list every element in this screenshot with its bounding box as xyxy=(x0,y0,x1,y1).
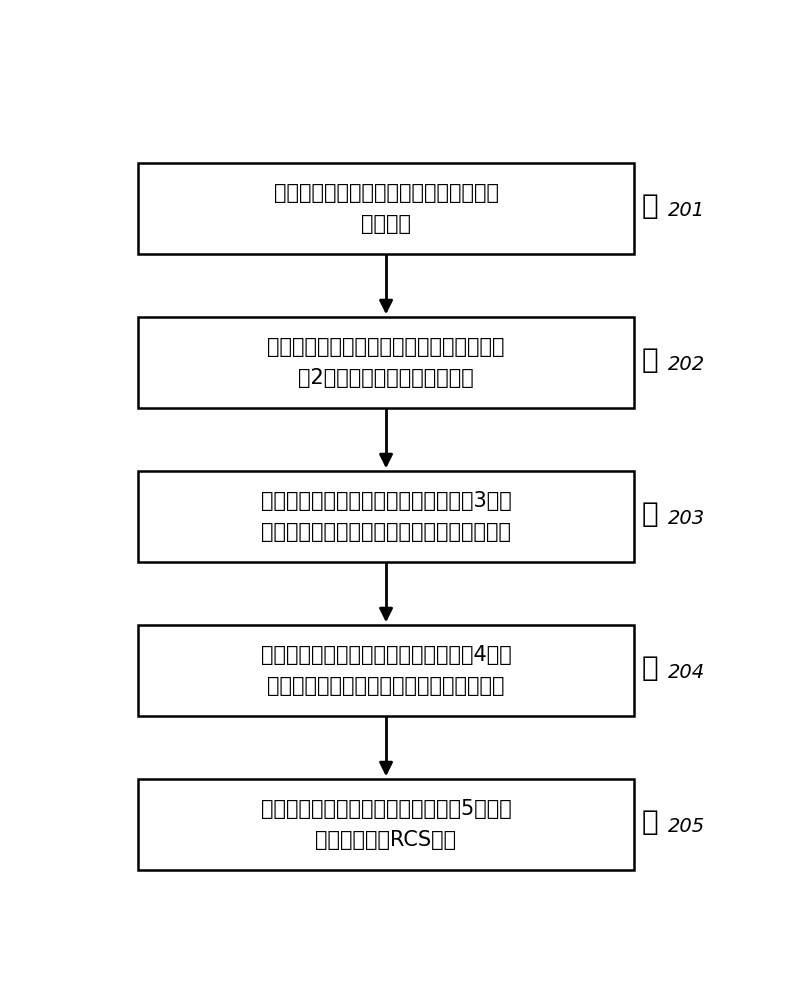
Bar xyxy=(138,625,634,716)
Text: 根据第二近场预处理数据，采用公式（4）获
取雷达目标在第二距离的第二近场散射数据: 根据第二近场预处理数据，采用公式（4）获 取雷达目标在第二距离的第二近场散射数据 xyxy=(261,645,511,696)
Text: ～: ～ xyxy=(642,192,658,220)
Bar xyxy=(138,779,634,870)
Bar xyxy=(138,317,634,408)
Text: ～: ～ xyxy=(642,808,658,836)
Text: 对第一近场散射数据进行预处理，采用公式
（2）获取第一近场预处理数据: 对第一近场散射数据进行预处理，采用公式 （2）获取第一近场预处理数据 xyxy=(267,337,505,388)
Text: ～: ～ xyxy=(642,500,658,528)
Text: 根据第二近场散射数据，采用公式（5）获取
所述第二近场RCS数据: 根据第二近场散射数据，采用公式（5）获取 所述第二近场RCS数据 xyxy=(261,799,511,850)
Text: 205: 205 xyxy=(667,817,705,836)
Text: ～: ～ xyxy=(642,654,658,682)
Text: 根据第一近场预处理数据，采用公式（3）获
取雷达目标在第二距离的第二近场预处理数据: 根据第一近场预处理数据，采用公式（3）获 取雷达目标在第二距离的第二近场预处理数… xyxy=(261,491,511,542)
Text: 204: 204 xyxy=(667,663,705,682)
Text: ～: ～ xyxy=(642,346,658,374)
Bar xyxy=(138,163,634,254)
Bar xyxy=(138,471,634,562)
Text: 201: 201 xyxy=(667,201,705,220)
Text: 测量获取雷达目标在第一距离的第一近场
散射数据: 测量获取雷达目标在第一距离的第一近场 散射数据 xyxy=(274,183,498,234)
Text: 202: 202 xyxy=(667,355,705,374)
Text: 203: 203 xyxy=(667,509,705,528)
